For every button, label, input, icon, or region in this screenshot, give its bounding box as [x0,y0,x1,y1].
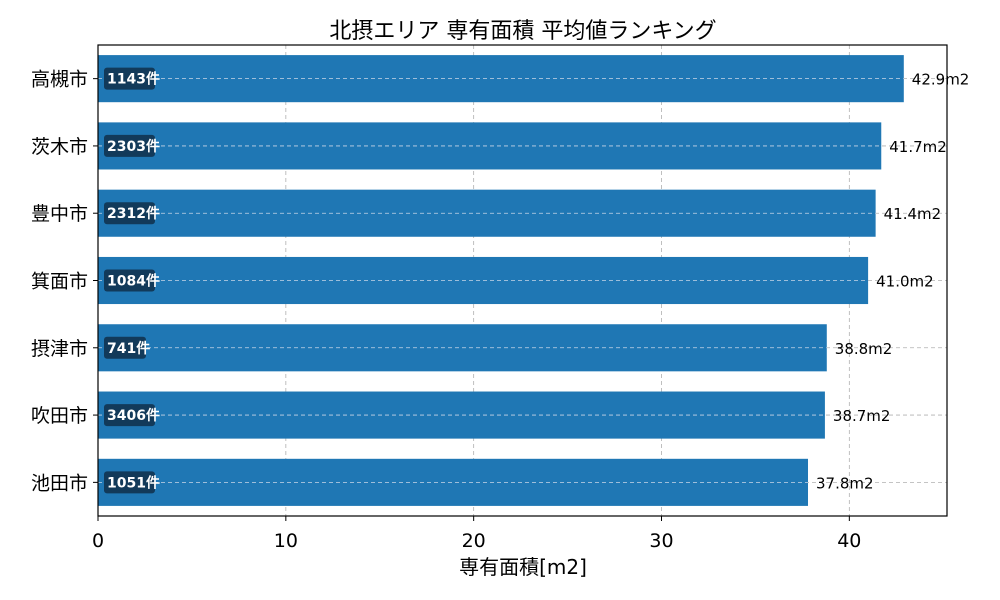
count-label: 1143件 [107,71,160,88]
x-axis-label: 専有面積[m2] [459,555,587,579]
x-tick-label: 10 [274,530,298,552]
value-label: 41.4m2 [884,205,942,223]
x-tick-label: 30 [649,530,673,552]
value-label: 38.7m2 [833,407,891,425]
count-label: 1084件 [107,273,160,290]
x-tick-label: 20 [462,530,486,552]
count-label: 2312件 [107,205,160,222]
count-label: 741件 [107,340,150,357]
category-label: 池田市 [31,472,88,494]
count-badge [104,404,155,427]
value-label: 38.8m2 [835,340,893,358]
value-label: 41.7m2 [889,138,947,156]
count-label: 3406件 [107,407,160,424]
x-tick-label: 0 [92,530,104,552]
label-layer: 42.9m2 1143件 41.7m2 2303件 41.4m2 2312件 41.0m2 1… [104,67,970,494]
count-badge [104,134,155,157]
category-label: 箕面市 [31,271,88,293]
value-label: 42.9m2 [912,71,970,89]
x-tick-label: 40 [837,530,861,552]
count-badge [104,471,155,494]
value-label: 41.0m2 [876,273,934,291]
value-label: 37.8m2 [816,474,874,492]
category-label: 茨木市 [31,136,88,158]
count-badge [104,67,155,90]
category-label: 高槻市 [31,69,88,91]
count-label: 1051件 [107,474,160,491]
category-label: 摂津市 [31,338,88,360]
bar-layer [98,55,904,506]
count-badge [104,202,155,225]
category-label: 吹田市 [31,405,88,427]
chart-title: 北摂エリア 専有面積 平均値ランキング [329,19,716,44]
count-badge [104,269,155,292]
count-badge [104,336,146,359]
category-label: 豊中市 [31,203,88,225]
count-label: 2303件 [107,138,160,155]
